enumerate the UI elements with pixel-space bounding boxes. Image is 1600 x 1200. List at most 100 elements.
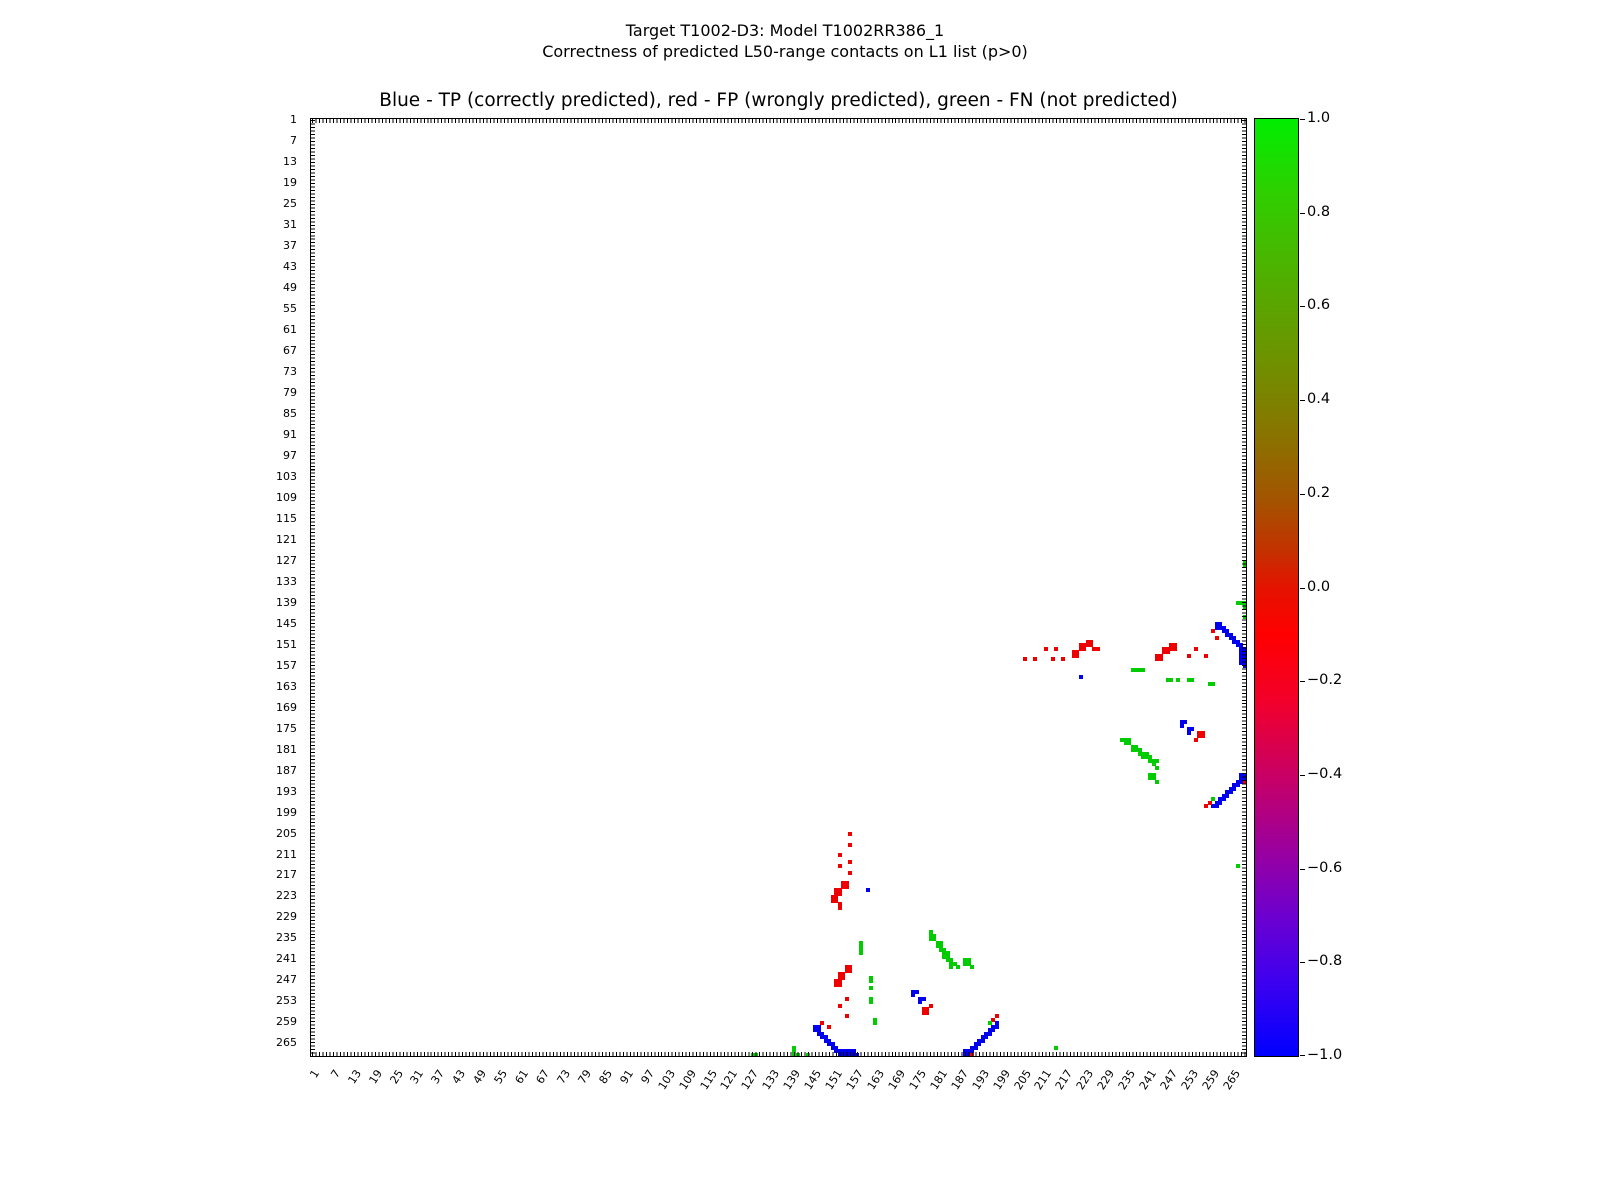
contact-cell-tp [851, 1049, 856, 1053]
contact-cell-tp [827, 1038, 832, 1043]
contact-cell-fn [932, 937, 936, 942]
colorbar-tick-label: 0.6 [1307, 297, 1331, 314]
contact-cell-tp [918, 996, 923, 1001]
contact-cell-fn [1169, 678, 1174, 683]
contact-cell-tp [1239, 776, 1244, 781]
contact-cell-tp [966, 1049, 971, 1053]
contact-cell-fp [994, 1014, 999, 1019]
contact-cell-fn [956, 965, 961, 970]
y-tick-label: 19 [283, 176, 297, 190]
contact-cell-fp [848, 870, 853, 875]
contact-cell-tp [1225, 793, 1230, 798]
contact-cell-tp [1228, 786, 1233, 791]
contact-cell-tp [970, 1049, 975, 1053]
contact-cell-fn [935, 940, 940, 945]
contact-cell-tp [914, 989, 919, 994]
contact-cell-fp [921, 1007, 926, 1012]
contact-cell-fn [858, 940, 863, 945]
contact-cell-tp [1211, 804, 1216, 809]
contact-cell-fp [837, 902, 842, 907]
contact-cell-fn [949, 961, 954, 966]
contact-cell-fp [1158, 657, 1163, 662]
contact-cell-fn [1211, 681, 1216, 686]
contact-cell-tp [1239, 643, 1244, 648]
colorbar-tick [1300, 681, 1305, 683]
contact-cell-fp [844, 996, 849, 1001]
contact-cell-fp [837, 979, 842, 984]
contact-cell-tp [816, 1028, 821, 1033]
contact-cell-fn [858, 951, 863, 956]
contact-cell-fn [1151, 758, 1156, 763]
contact-cell-fp [844, 968, 849, 973]
contact-cell-fn [869, 986, 874, 991]
contact-cell-fn [1127, 741, 1132, 746]
contact-cell-fp [837, 972, 842, 977]
contact-cell-tp [991, 1028, 996, 1033]
contact-cell-tp [1239, 657, 1244, 662]
contact-cell-fn [1148, 755, 1153, 760]
contact-cell-fp [1043, 646, 1048, 651]
y-tick-label: 109 [276, 490, 297, 504]
contact-cell-fp [1172, 643, 1177, 648]
contact-cell-tp [855, 1052, 860, 1056]
y-axis-tick-labels: 1 7 13 19 25 31 37 43 49 55 61 67 73 79 85 91 97 103 109 11… [248, 113, 304, 1057]
contact-cell-fp [970, 1052, 975, 1056]
y-tick-label: 211 [276, 847, 297, 861]
contact-cell-tp [1225, 629, 1230, 634]
contact-cell-fp [1165, 650, 1170, 655]
contact-cell-tp [1221, 625, 1226, 630]
contact-cell-fn [1134, 748, 1139, 753]
y-tick-label: 61 [283, 323, 297, 336]
contact-cell-fp [1050, 657, 1055, 662]
contact-cell-tp [991, 1024, 996, 1029]
contact-cell-fn [1148, 772, 1153, 777]
contact-cell-fn [1141, 755, 1146, 760]
contact-cell-fn [1144, 751, 1149, 756]
contact-cell-tp [1242, 664, 1246, 669]
contact-cell-fn [1123, 737, 1128, 742]
contact-points-layer [311, 119, 1246, 1056]
contact-cell-fn [806, 1052, 811, 1056]
contact-cell-tp [1235, 639, 1240, 644]
y-tick-label: 193 [276, 784, 297, 798]
contact-cell-fn [792, 1045, 797, 1050]
contact-cell-fp [1089, 639, 1093, 644]
y-tick-label: 91 [283, 427, 297, 441]
contact-cell-fp [841, 975, 846, 980]
colorbar-tick [1300, 400, 1305, 402]
contact-cell-fn [1239, 601, 1244, 606]
contact-cell-fn [1127, 737, 1132, 742]
y-tick-label: 181 [276, 742, 297, 756]
contact-cell-fn [1144, 755, 1149, 760]
contact-cell-fp [1071, 653, 1076, 658]
contact-cell-fp [1165, 646, 1170, 651]
contact-cell-fn [1235, 601, 1240, 606]
contact-cell-fp [1158, 653, 1163, 658]
contact-cell-fp [1092, 646, 1097, 651]
contact-cell-tp [1214, 622, 1219, 627]
contact-cell-tp [1218, 625, 1223, 630]
y-tick-label: 241 [276, 952, 297, 966]
contact-cell-fn [869, 979, 874, 984]
contact-cell-fp [844, 965, 849, 970]
contact-cell-fp [1085, 643, 1090, 648]
contact-cell-fn [1130, 744, 1135, 749]
contact-cell-fp [1155, 657, 1160, 662]
y-tick-label: 79 [283, 386, 297, 399]
contact-cell-tp [1183, 720, 1188, 725]
y-tick-label: 151 [276, 637, 297, 651]
contact-cell-tp [816, 1024, 821, 1029]
contact-cell-tp [1225, 632, 1230, 637]
y-tick-label: 145 [276, 616, 297, 630]
contact-cell-fn [869, 1000, 874, 1005]
contact-cell-fp [1186, 653, 1191, 658]
contact-cell-fp [830, 895, 835, 900]
figure-title-line1: Target T1002-D3: Model T1002RR386_1 [625, 21, 945, 40]
contact-cell-fp [928, 1003, 933, 1008]
contact-cell-fn [795, 1052, 800, 1056]
contact-cell-fn [938, 947, 943, 952]
contact-cell-fn [1242, 563, 1246, 568]
contact-cell-fn [858, 944, 863, 949]
contact-cell-fp [1162, 646, 1167, 651]
contact-cell-fn [1151, 776, 1156, 781]
